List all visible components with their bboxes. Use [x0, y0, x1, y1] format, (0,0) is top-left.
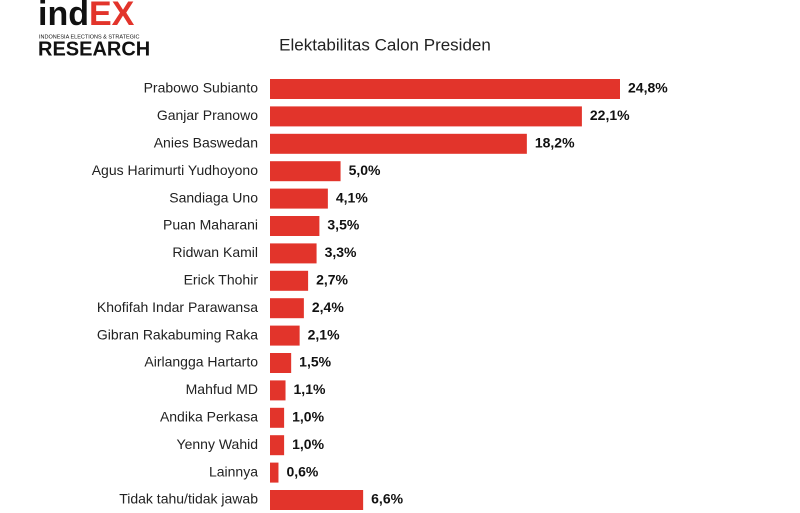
value-label: 1,5% — [299, 354, 331, 370]
value-label: 2,7% — [316, 272, 348, 288]
logo-brand-a: ind — [38, 0, 89, 33]
bar — [270, 353, 292, 373]
category-label: Lainnya — [209, 463, 258, 479]
category-label: Gibran Rakabuming Raka — [97, 326, 258, 342]
bar — [270, 106, 582, 127]
bar — [270, 79, 620, 99]
bar — [270, 298, 304, 319]
bar — [270, 490, 364, 510]
category-label: Yenny Wahid — [177, 436, 258, 452]
value-label: 3,5% — [327, 217, 359, 233]
value-label: 5,0% — [349, 162, 381, 178]
category-label: Ridwan Kamil — [172, 244, 258, 260]
category-label: Prabowo Subianto — [144, 80, 259, 96]
category-label: Tidak tahu/tidak jawab — [119, 491, 258, 507]
category-label: Airlangga Hartarto — [144, 354, 258, 370]
value-label: 24,8% — [628, 80, 668, 96]
category-label: Anies Baswedan — [154, 135, 258, 151]
value-label: 1,1% — [294, 381, 326, 397]
category-label: Puan Maharani — [163, 217, 258, 233]
logo-tagline: INDONESIA ELECTIONS & STRATEGIC — [39, 34, 139, 40]
value-label: 2,4% — [312, 299, 344, 315]
chart-title: Elektabilitas Calon Presiden — [279, 35, 491, 54]
bar — [270, 380, 286, 401]
value-label: 0,6% — [286, 463, 318, 479]
category-label: Khofifah Indar Parawansa — [97, 299, 258, 315]
value-label: 2,1% — [308, 326, 340, 342]
bar — [270, 325, 300, 346]
category-label: Sandiaga Uno — [169, 189, 258, 205]
bar — [270, 435, 285, 456]
value-label: 18,2% — [535, 135, 575, 151]
bar — [270, 161, 341, 182]
category-label: Mahfud MD — [186, 381, 258, 397]
category-label: Agus Harimurti Yudhoyono — [92, 162, 258, 178]
value-label: 6,6% — [371, 491, 403, 507]
logo-brand: indEX — [38, 0, 135, 33]
value-label: 4,1% — [336, 189, 368, 205]
category-label: Erick Thohir — [184, 272, 259, 288]
bar — [270, 133, 527, 154]
bar — [270, 188, 328, 209]
value-label: 3,3% — [325, 244, 357, 260]
value-label: 1,0% — [292, 436, 324, 452]
logo-name: RESEARCH — [38, 38, 150, 60]
bar — [270, 270, 309, 291]
bar — [270, 462, 279, 483]
category-label: Ganjar Pranowo — [157, 107, 258, 123]
bar — [270, 216, 320, 236]
bar — [270, 407, 285, 428]
category-label: Andika Perkasa — [160, 409, 258, 425]
bar — [270, 243, 317, 264]
value-label: 1,0% — [292, 409, 324, 425]
value-label: 22,1% — [590, 107, 630, 123]
logo-brand-b: EX — [89, 0, 135, 33]
